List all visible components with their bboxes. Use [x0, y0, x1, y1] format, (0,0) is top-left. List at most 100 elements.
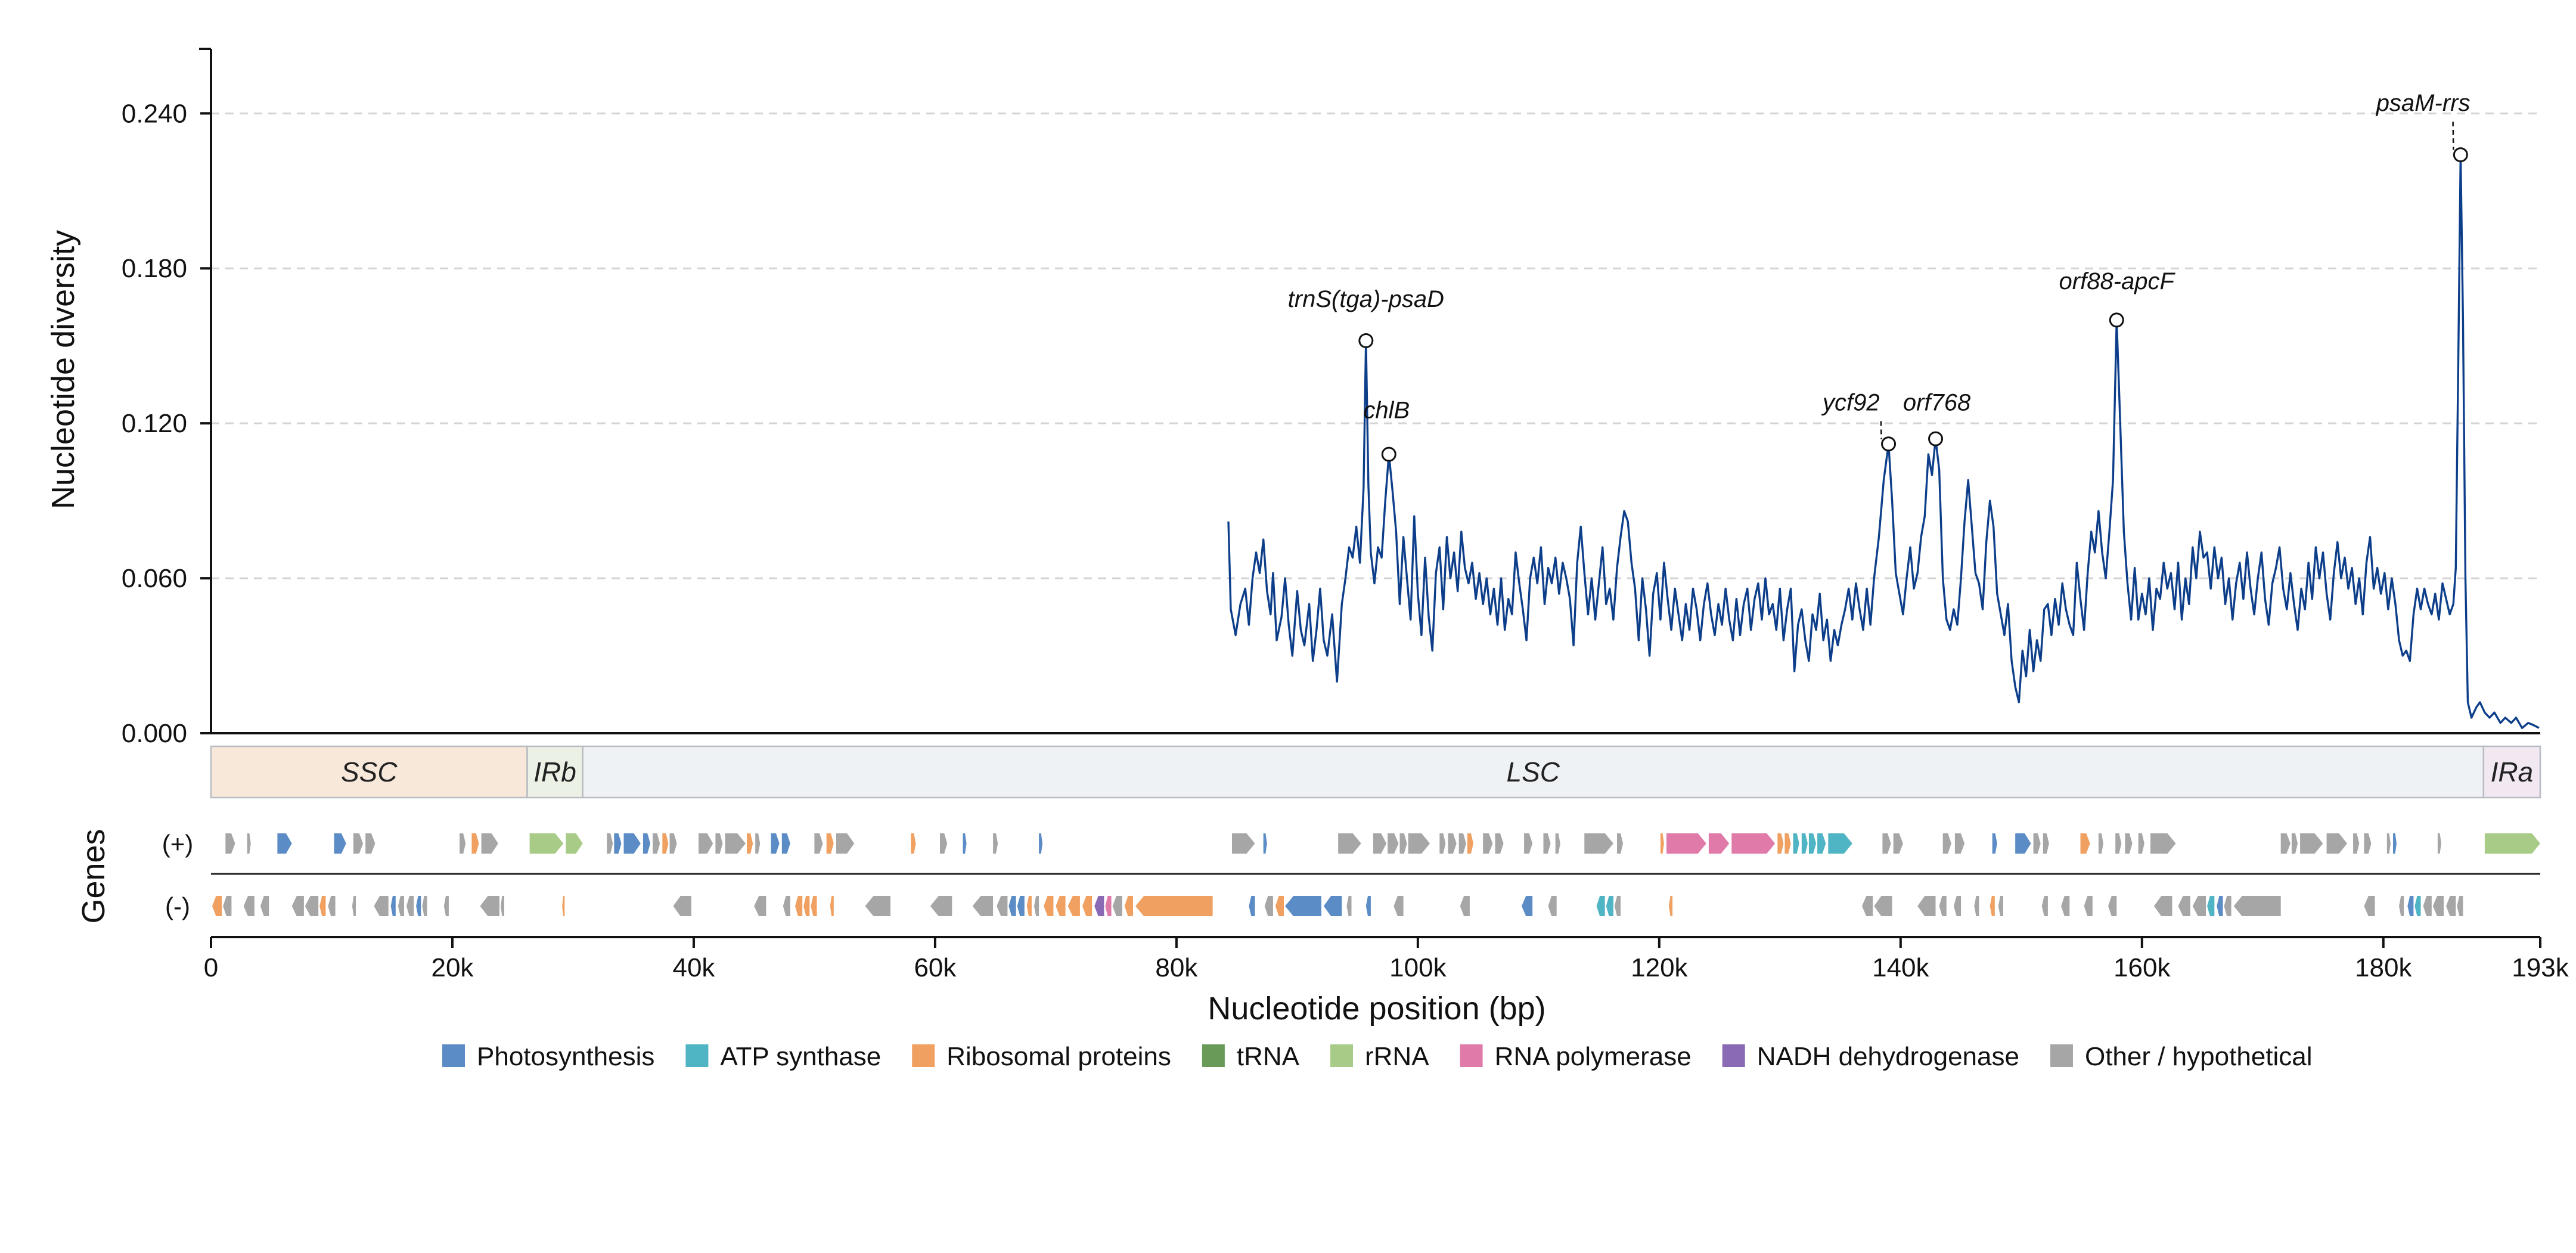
peak-marker: [2453, 147, 2468, 163]
legend-label: Other / hypothetical: [2085, 1042, 2313, 1071]
gene-other: [353, 833, 364, 854]
gene-other: [2061, 896, 2070, 916]
gene-other: [1232, 833, 1255, 854]
x-tick-label: 20k: [431, 953, 474, 982]
gene-atp: [1606, 896, 1613, 916]
gene-ribo: [1026, 896, 1032, 916]
gene-other: [481, 833, 498, 854]
legend-swatch-trna: [1202, 1044, 1225, 1067]
gene-atp: [1596, 896, 1605, 916]
gene-other: [1460, 896, 1470, 916]
y-tick-label: 0.180: [122, 254, 187, 283]
peak-label: orf88-apcF: [2059, 268, 2176, 294]
region-label: IRa: [2491, 756, 2534, 787]
diversity-line: [1227, 153, 2540, 729]
gene-photosynthesis: [2217, 896, 2223, 916]
gene-photosynthesis: [623, 833, 641, 854]
gene-other: [406, 896, 414, 916]
gridlines: [211, 112, 2540, 579]
y-tick-label: 0.240: [122, 99, 187, 128]
gene-ribo: [2080, 833, 2090, 854]
gene-other: [1893, 833, 1903, 854]
gene-photosynthesis: [771, 833, 780, 854]
gene-ribo: [212, 896, 222, 916]
gene-other: [1458, 833, 1466, 854]
gene-other: [940, 833, 948, 854]
gene-other: [1874, 896, 1892, 916]
gene-ribo: [803, 896, 810, 916]
gene-other: [1448, 833, 1457, 854]
peak-marker: [2109, 312, 2124, 328]
gene-other: [291, 896, 304, 916]
gene-other: [260, 896, 269, 916]
gene-photosynthesis: [2407, 896, 2414, 916]
peak-label: psaM-rrs: [2376, 90, 2471, 116]
gene-other: [930, 896, 952, 916]
gene-photosynthesis: [334, 833, 346, 854]
gene-other: [1439, 833, 1446, 854]
x-tick-label: 120k: [1631, 953, 1688, 982]
gene-photosynthesis: [643, 833, 651, 854]
gene-other: [607, 833, 613, 854]
gene-photosynthesis: [2393, 833, 2397, 854]
gene-photosynthesis: [1263, 833, 1267, 854]
strand-label: (-): [165, 892, 190, 920]
gene-other: [2224, 896, 2232, 916]
gene-photosynthesis: [614, 833, 622, 854]
gene-other: [225, 833, 235, 854]
gene-ribo: [562, 896, 565, 916]
gene-photosynthesis: [1039, 833, 1043, 854]
gene-other: [2364, 833, 2372, 854]
y-tick-label: 0.120: [122, 409, 187, 438]
gene-other: [725, 833, 746, 854]
gene-ribo: [1669, 896, 1673, 916]
gene-photosynthesis: [1249, 896, 1255, 916]
gene-other: [2300, 833, 2323, 854]
gene-other: [2423, 896, 2432, 916]
gene-ribo: [747, 833, 753, 854]
x-tick-label: 60k: [914, 953, 957, 982]
gene-other: [1483, 833, 1493, 854]
gene-photosynthesis: [1008, 896, 1016, 916]
gene-other: [2125, 833, 2133, 854]
gene-rrna: [566, 833, 583, 854]
gene-other: [365, 833, 375, 854]
gene-other: [997, 896, 1008, 916]
x-tick-label: 40k: [672, 953, 715, 982]
legend-label: ATP synthase: [720, 1042, 881, 1071]
gene-other: [352, 896, 356, 916]
gene-other: [2033, 833, 2041, 854]
gene-atp: [2207, 896, 2215, 916]
gene-other: [1998, 896, 2003, 916]
x-axis: 0 20k 40k 60k 80k 100k 120k 140k 160k 180k 193k: [204, 936, 2569, 982]
gene-other: [243, 896, 255, 916]
gene-photosynthesis: [277, 833, 292, 854]
y-tick-label: 0.060: [122, 564, 187, 593]
region-label: IRb: [533, 756, 576, 787]
gene-ribo: [1135, 896, 1213, 916]
gene-other: [2386, 833, 2391, 854]
gene-other: [2115, 833, 2122, 854]
gene-other: [1548, 896, 1557, 916]
gene-other: [1614, 896, 1621, 916]
gene-atp: [2414, 896, 2421, 916]
gene-photosynthesis: [2015, 833, 2031, 854]
gene-photosynthesis: [1323, 896, 1342, 916]
gene-ribo: [1784, 833, 1791, 854]
gene-other: [1917, 896, 1936, 916]
gene-other: [1555, 833, 1560, 854]
gene-photosynthesis: [416, 896, 421, 916]
gene-other: [1617, 833, 1624, 854]
gene-other: [653, 833, 660, 854]
gene-track: [211, 833, 2540, 916]
gene-other: [2108, 896, 2117, 916]
gene-other: [669, 833, 677, 854]
gene-other: [1882, 833, 1891, 854]
x-tick-label: 100k: [1389, 953, 1447, 982]
region-label: LSC: [1507, 756, 1560, 787]
gene-other: [374, 896, 389, 916]
gene-rrna: [529, 833, 564, 854]
gene-other: [1034, 896, 1039, 916]
legend-label: tRNA: [1237, 1042, 1300, 1071]
